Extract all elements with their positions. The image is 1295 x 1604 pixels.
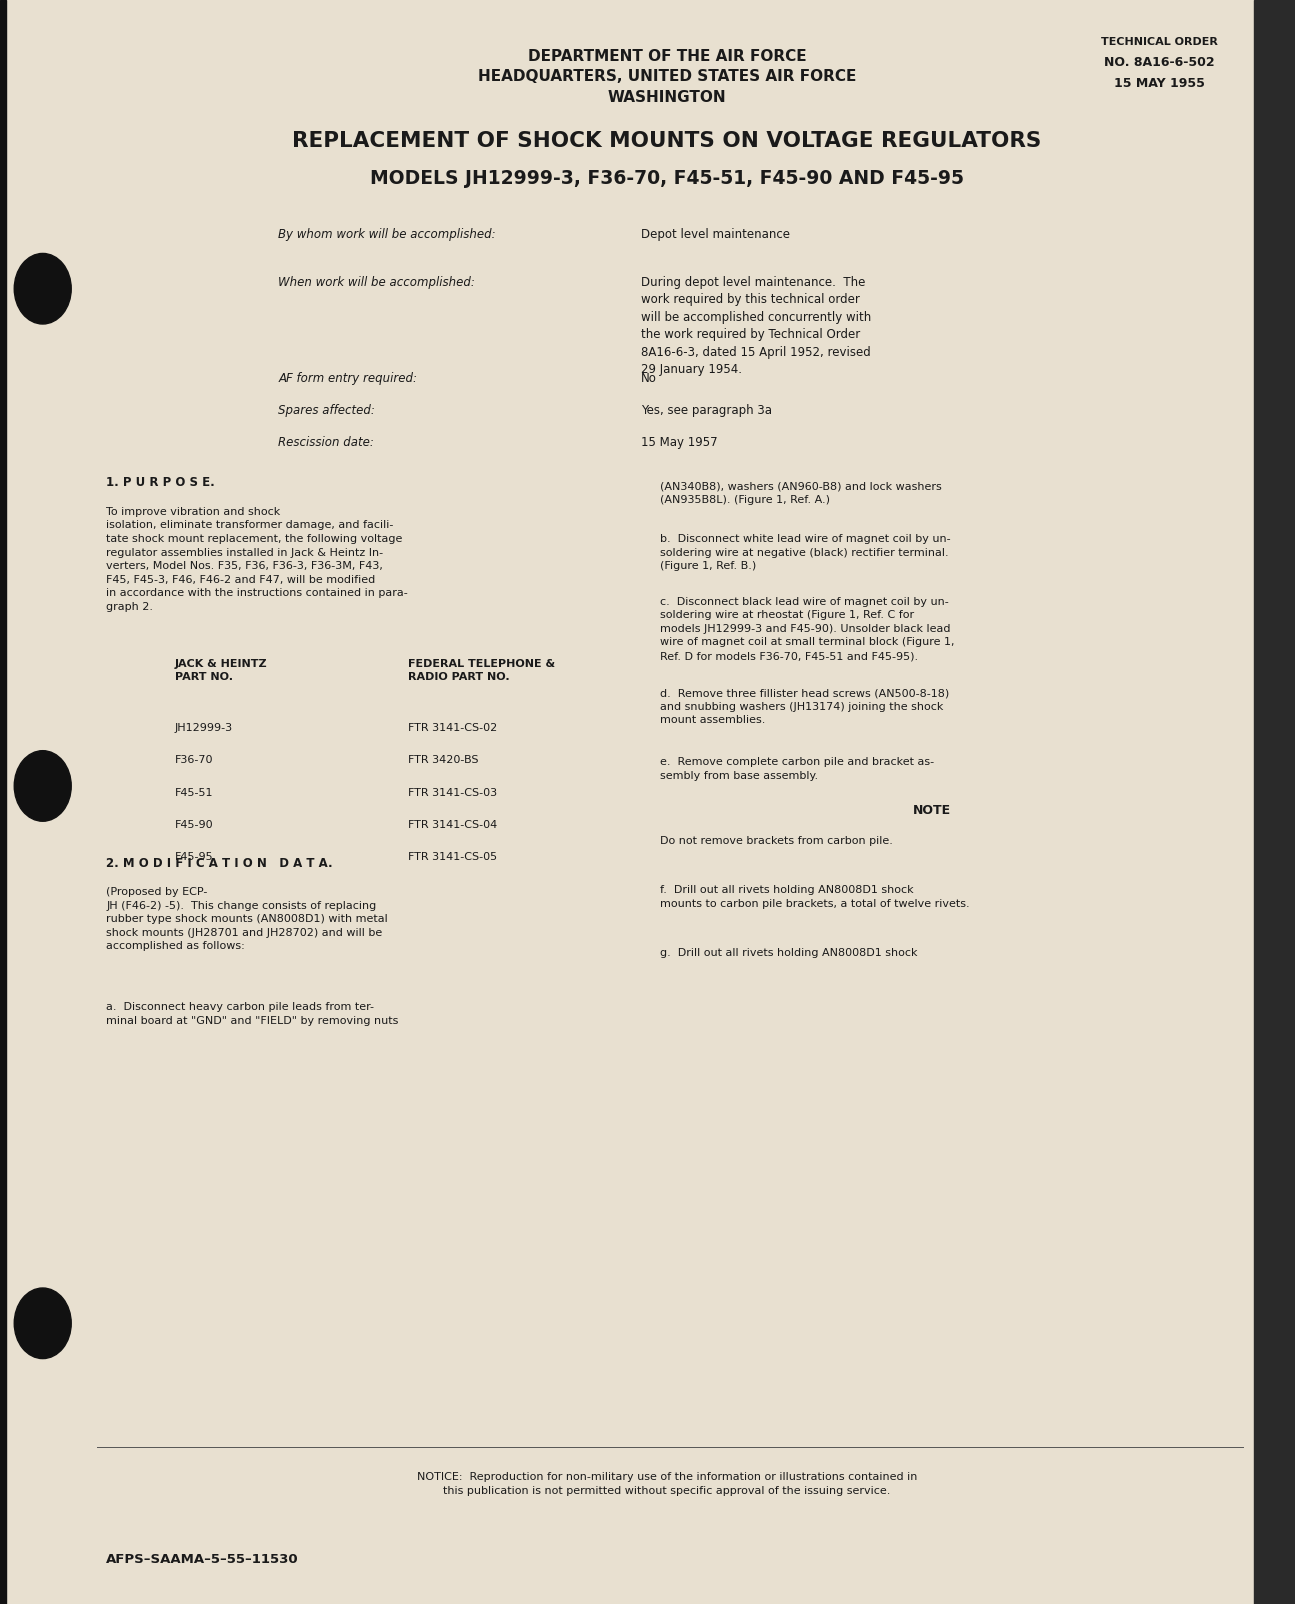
Text: F45-90: F45-90 bbox=[175, 820, 214, 829]
Text: REPLACEMENT OF SHOCK MOUNTS ON VOLTAGE REGULATORS: REPLACEMENT OF SHOCK MOUNTS ON VOLTAGE R… bbox=[293, 132, 1041, 151]
Text: To improve vibration and shock
isolation, eliminate transformer damage, and faci: To improve vibration and shock isolation… bbox=[106, 507, 408, 613]
Text: JACK & HEINTZ
PART NO.: JACK & HEINTZ PART NO. bbox=[175, 659, 268, 682]
Text: WASHINGTON: WASHINGTON bbox=[607, 90, 726, 106]
Text: e.  Remove complete carbon pile and bracket as-
sembly from base assembly.: e. Remove complete carbon pile and brack… bbox=[660, 757, 935, 781]
Text: Rescission date:: Rescission date: bbox=[278, 436, 374, 449]
Bar bbox=[1254, 0, 1295, 1604]
Text: F36-70: F36-70 bbox=[175, 755, 214, 765]
Text: f.  Drill out all rivets holding AN8008D1 shock
mounts to carbon pile brackets, : f. Drill out all rivets holding AN8008D1… bbox=[660, 885, 970, 909]
Text: F45-51: F45-51 bbox=[175, 788, 214, 797]
Text: Depot level maintenance: Depot level maintenance bbox=[641, 228, 790, 241]
Bar bbox=[0, 0, 6, 1604]
Text: AF form entry required:: AF form entry required: bbox=[278, 372, 417, 385]
Text: FTR 3141-CS-05: FTR 3141-CS-05 bbox=[408, 852, 497, 861]
Text: (AN340B8), washers (AN960-B8) and lock washers
(AN935B8L). (Figure 1, Ref. A.): (AN340B8), washers (AN960-B8) and lock w… bbox=[660, 481, 943, 505]
Text: HEADQUARTERS, UNITED STATES AIR FORCE: HEADQUARTERS, UNITED STATES AIR FORCE bbox=[478, 69, 856, 85]
Circle shape bbox=[14, 253, 71, 324]
Text: NOTICE:  Reproduction for non-military use of the information or illustrations c: NOTICE: Reproduction for non-military us… bbox=[417, 1472, 917, 1497]
Text: TECHNICAL ORDER: TECHNICAL ORDER bbox=[1101, 37, 1217, 47]
Text: FTR 3141-CS-04: FTR 3141-CS-04 bbox=[408, 820, 497, 829]
Text: FEDERAL TELEPHONE &
RADIO PART NO.: FEDERAL TELEPHONE & RADIO PART NO. bbox=[408, 659, 556, 682]
Text: F45-95: F45-95 bbox=[175, 852, 214, 861]
Text: Spares affected:: Spares affected: bbox=[278, 404, 376, 417]
Text: DEPARTMENT OF THE AIR FORCE: DEPARTMENT OF THE AIR FORCE bbox=[527, 48, 807, 64]
Text: (Proposed by ECP-
JH (F46-2) -5).  This change consists of replacing
rubber type: (Proposed by ECP- JH (F46-2) -5). This c… bbox=[106, 887, 388, 951]
Text: 1. P U R P O S E.: 1. P U R P O S E. bbox=[106, 476, 215, 489]
Text: 15 May 1957: 15 May 1957 bbox=[641, 436, 717, 449]
Text: During depot level maintenance.  The
work required by this technical order
will : During depot level maintenance. The work… bbox=[641, 276, 872, 377]
Text: FTR 3420-BS: FTR 3420-BS bbox=[408, 755, 478, 765]
Text: NO. 8A16-6-502: NO. 8A16-6-502 bbox=[1103, 56, 1215, 69]
Text: a.  Disconnect heavy carbon pile leads from ter-
minal board at "GND" and "FIELD: a. Disconnect heavy carbon pile leads fr… bbox=[106, 1002, 399, 1027]
Text: c.  Disconnect black lead wire of magnet coil by un-
soldering wire at rheostat : c. Disconnect black lead wire of magnet … bbox=[660, 597, 954, 661]
Text: g.  Drill out all rivets holding AN8008D1 shock: g. Drill out all rivets holding AN8008D1… bbox=[660, 948, 918, 958]
Text: JH12999-3: JH12999-3 bbox=[175, 723, 233, 733]
Text: By whom work will be accomplished:: By whom work will be accomplished: bbox=[278, 228, 496, 241]
Circle shape bbox=[14, 1288, 71, 1359]
Text: MODELS JH12999-3, F36-70, F45-51, F45-90 AND F45-95: MODELS JH12999-3, F36-70, F45-51, F45-90… bbox=[370, 168, 963, 188]
Text: 2. M O D I F I C A T I O N   D A T A.: 2. M O D I F I C A T I O N D A T A. bbox=[106, 857, 333, 869]
Text: FTR 3141-CS-02: FTR 3141-CS-02 bbox=[408, 723, 497, 733]
Circle shape bbox=[14, 751, 71, 821]
Text: FTR 3141-CS-03: FTR 3141-CS-03 bbox=[408, 788, 497, 797]
Text: 15 MAY 1955: 15 MAY 1955 bbox=[1114, 77, 1204, 90]
Text: Do not remove brackets from carbon pile.: Do not remove brackets from carbon pile. bbox=[660, 836, 894, 845]
Text: No: No bbox=[641, 372, 657, 385]
Text: When work will be accomplished:: When work will be accomplished: bbox=[278, 276, 475, 289]
Text: AFPS–SAAMA–5–55–11530: AFPS–SAAMA–5–55–11530 bbox=[106, 1553, 299, 1566]
Text: NOTE: NOTE bbox=[913, 804, 952, 816]
Text: d.  Remove three fillister head screws (AN500-8-18)
and snubbing washers (JH1317: d. Remove three fillister head screws (A… bbox=[660, 688, 949, 725]
Text: Yes, see paragraph 3a: Yes, see paragraph 3a bbox=[641, 404, 772, 417]
Text: b.  Disconnect white lead wire of magnet coil by un-
soldering wire at negative : b. Disconnect white lead wire of magnet … bbox=[660, 534, 951, 571]
